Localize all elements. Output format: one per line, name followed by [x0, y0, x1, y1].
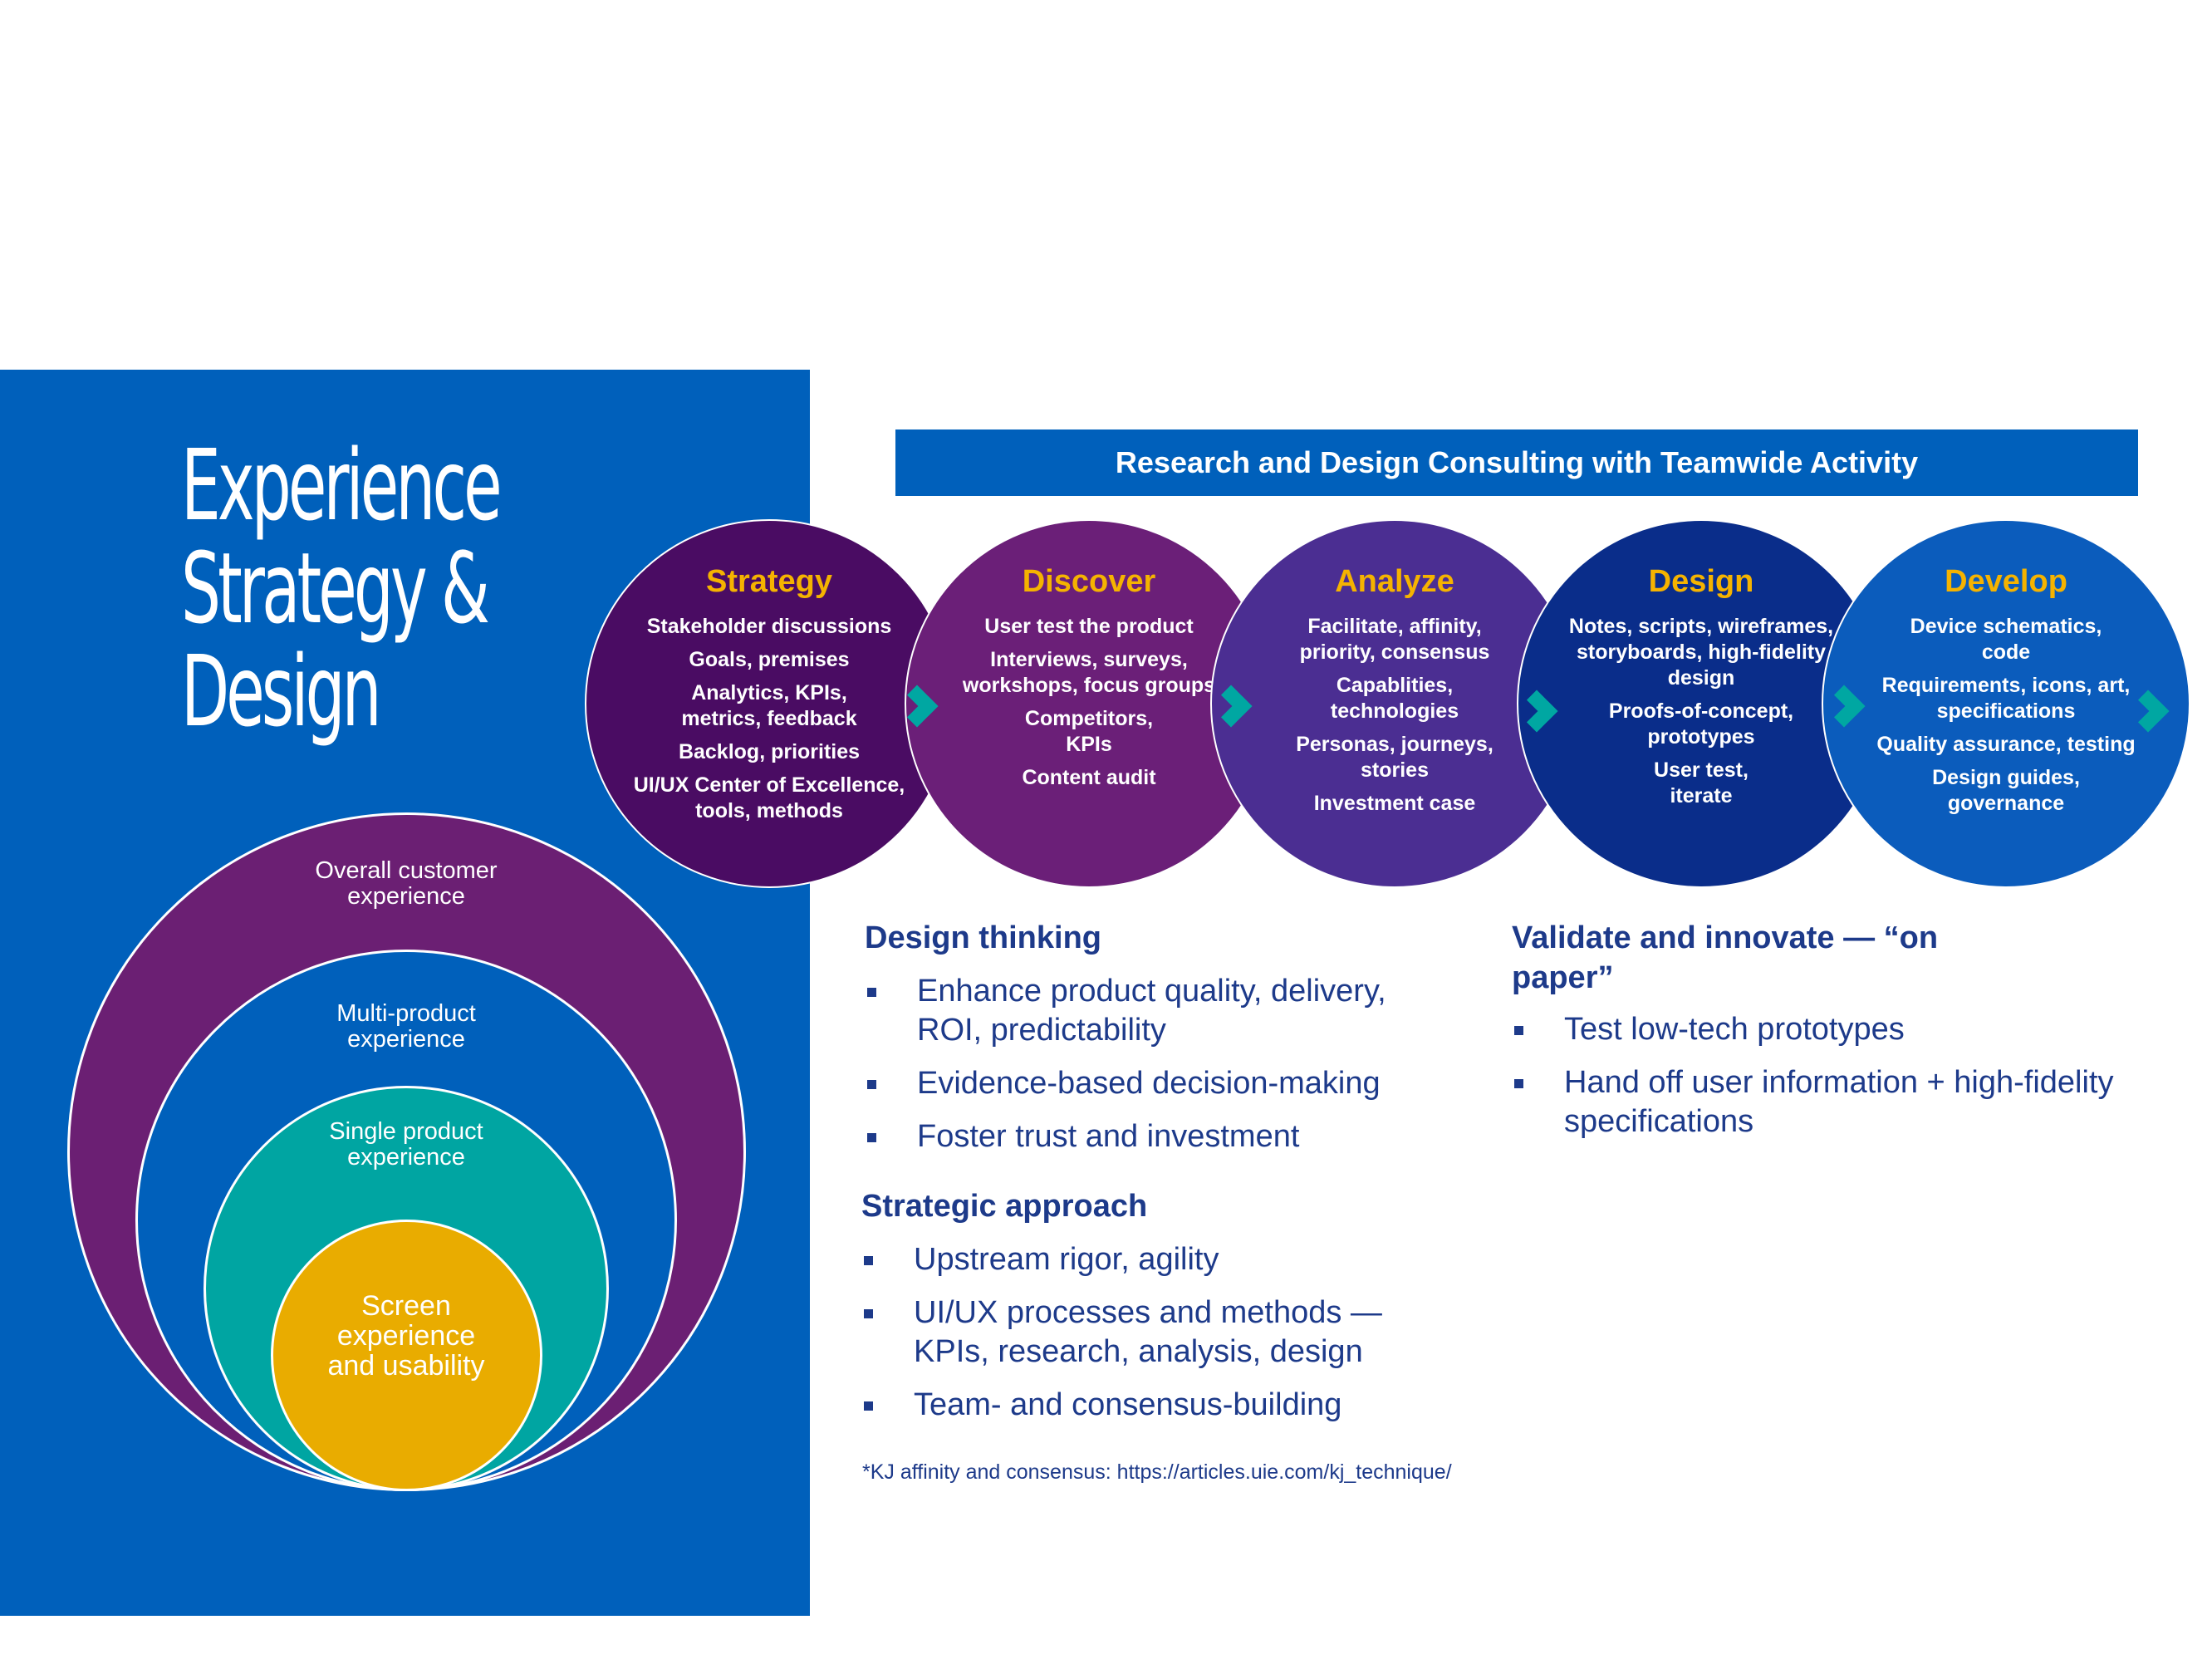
page-title: Experience Strategy & Design [181, 428, 503, 749]
label-overall: Overall customer experience [315, 857, 498, 910]
stage-item: Capablities, technologies [1330, 674, 1459, 723]
stage-item: Interviews, surveys, workshops, focus gr… [962, 648, 1216, 697]
banner: Research and Design Consulting with Team… [895, 429, 2138, 496]
stage-develop: Develop Device schematics, code Requirem… [1822, 519, 2190, 888]
stage-item: Content audit [1022, 766, 1156, 789]
stage-item: Goals, premises [689, 648, 850, 671]
stage-item: User test, iterate [1654, 758, 1749, 807]
title-line-2: Strategy & [181, 531, 490, 645]
stage-design: Design Notes, scripts, wireframes, story… [1517, 519, 1886, 888]
stage-item: Competitors, KPIs [1024, 707, 1154, 756]
title-line-3: Design [181, 634, 382, 749]
list-item: Team- and consensus-building [861, 1386, 1443, 1425]
strategic-list: Upstream rigor, agility UI/UX processes … [861, 1240, 1443, 1439]
label-single-product: Single product experience [329, 1118, 483, 1171]
label-screen: Screen experience and usability [327, 1290, 485, 1382]
stage-item: Requirements, icons, art, specifications [1881, 674, 2131, 723]
stage-title: Strategy [705, 564, 833, 599]
stage-item: Quality assurance, testing [1876, 733, 2136, 756]
design-thinking-heading: Design thinking [865, 920, 1101, 955]
stage-item: Notes, scripts, wireframes, storyboards,… [1568, 615, 1834, 690]
stage-item: UI/UX Center of Excellence, tools, metho… [633, 773, 905, 822]
stage-item: User test the product [984, 615, 1194, 638]
circle-screen [271, 1220, 542, 1491]
validate-heading: Validate and innovate — “on paper” [1512, 920, 1939, 995]
stage-item: Backlog, priorities [678, 740, 861, 763]
stage-strategy: Strategy Stakeholder discussions Goals, … [585, 519, 954, 888]
stage-title: Discover [1022, 564, 1156, 599]
list-item: Evidence-based decision-making [865, 1064, 1446, 1103]
list-item: UI/UX processes and methods — KPIs, rese… [861, 1293, 1443, 1372]
strategic-heading: Strategic approach [861, 1189, 1148, 1224]
label-multi-product: Multi-product experience [336, 1000, 476, 1053]
stage-item: Analytics, KPIs, metrics, feedback [681, 681, 857, 730]
stage-item: Stakeholder discussions [646, 615, 892, 638]
stage-item: Investment case [1313, 792, 1476, 815]
stage-item: Design guides, governance [1932, 766, 2080, 815]
stage-title: Develop [1945, 564, 2067, 599]
list-item: Hand off user information + high-fidelit… [1512, 1063, 2160, 1141]
stage-item: Proofs-of-concept, prototypes [1608, 699, 1794, 749]
stage-item: Facilitate, affinity, priority, consensu… [1299, 615, 1490, 664]
list-item: Enhance product quality, delivery, ROI, … [865, 972, 1446, 1050]
stage-title: Analyze [1335, 564, 1454, 599]
stage-title: Design [1648, 564, 1754, 599]
stage-item: Personas, journeys, stories [1296, 733, 1493, 782]
footnote: *KJ affinity and consensus: https://arti… [862, 1460, 1452, 1484]
list-item: Upstream rigor, agility [861, 1240, 1443, 1279]
design-thinking-list: Enhance product quality, delivery, ROI, … [865, 972, 1446, 1171]
validate-list: Test low-tech prototypes Hand off user i… [1512, 1010, 2160, 1156]
list-item: Foster trust and investment [865, 1117, 1446, 1156]
list-item: Test low-tech prototypes [1512, 1010, 2160, 1049]
title-line-1: Experience [181, 428, 503, 542]
stage-item: Device schematics, code [1910, 615, 2102, 664]
